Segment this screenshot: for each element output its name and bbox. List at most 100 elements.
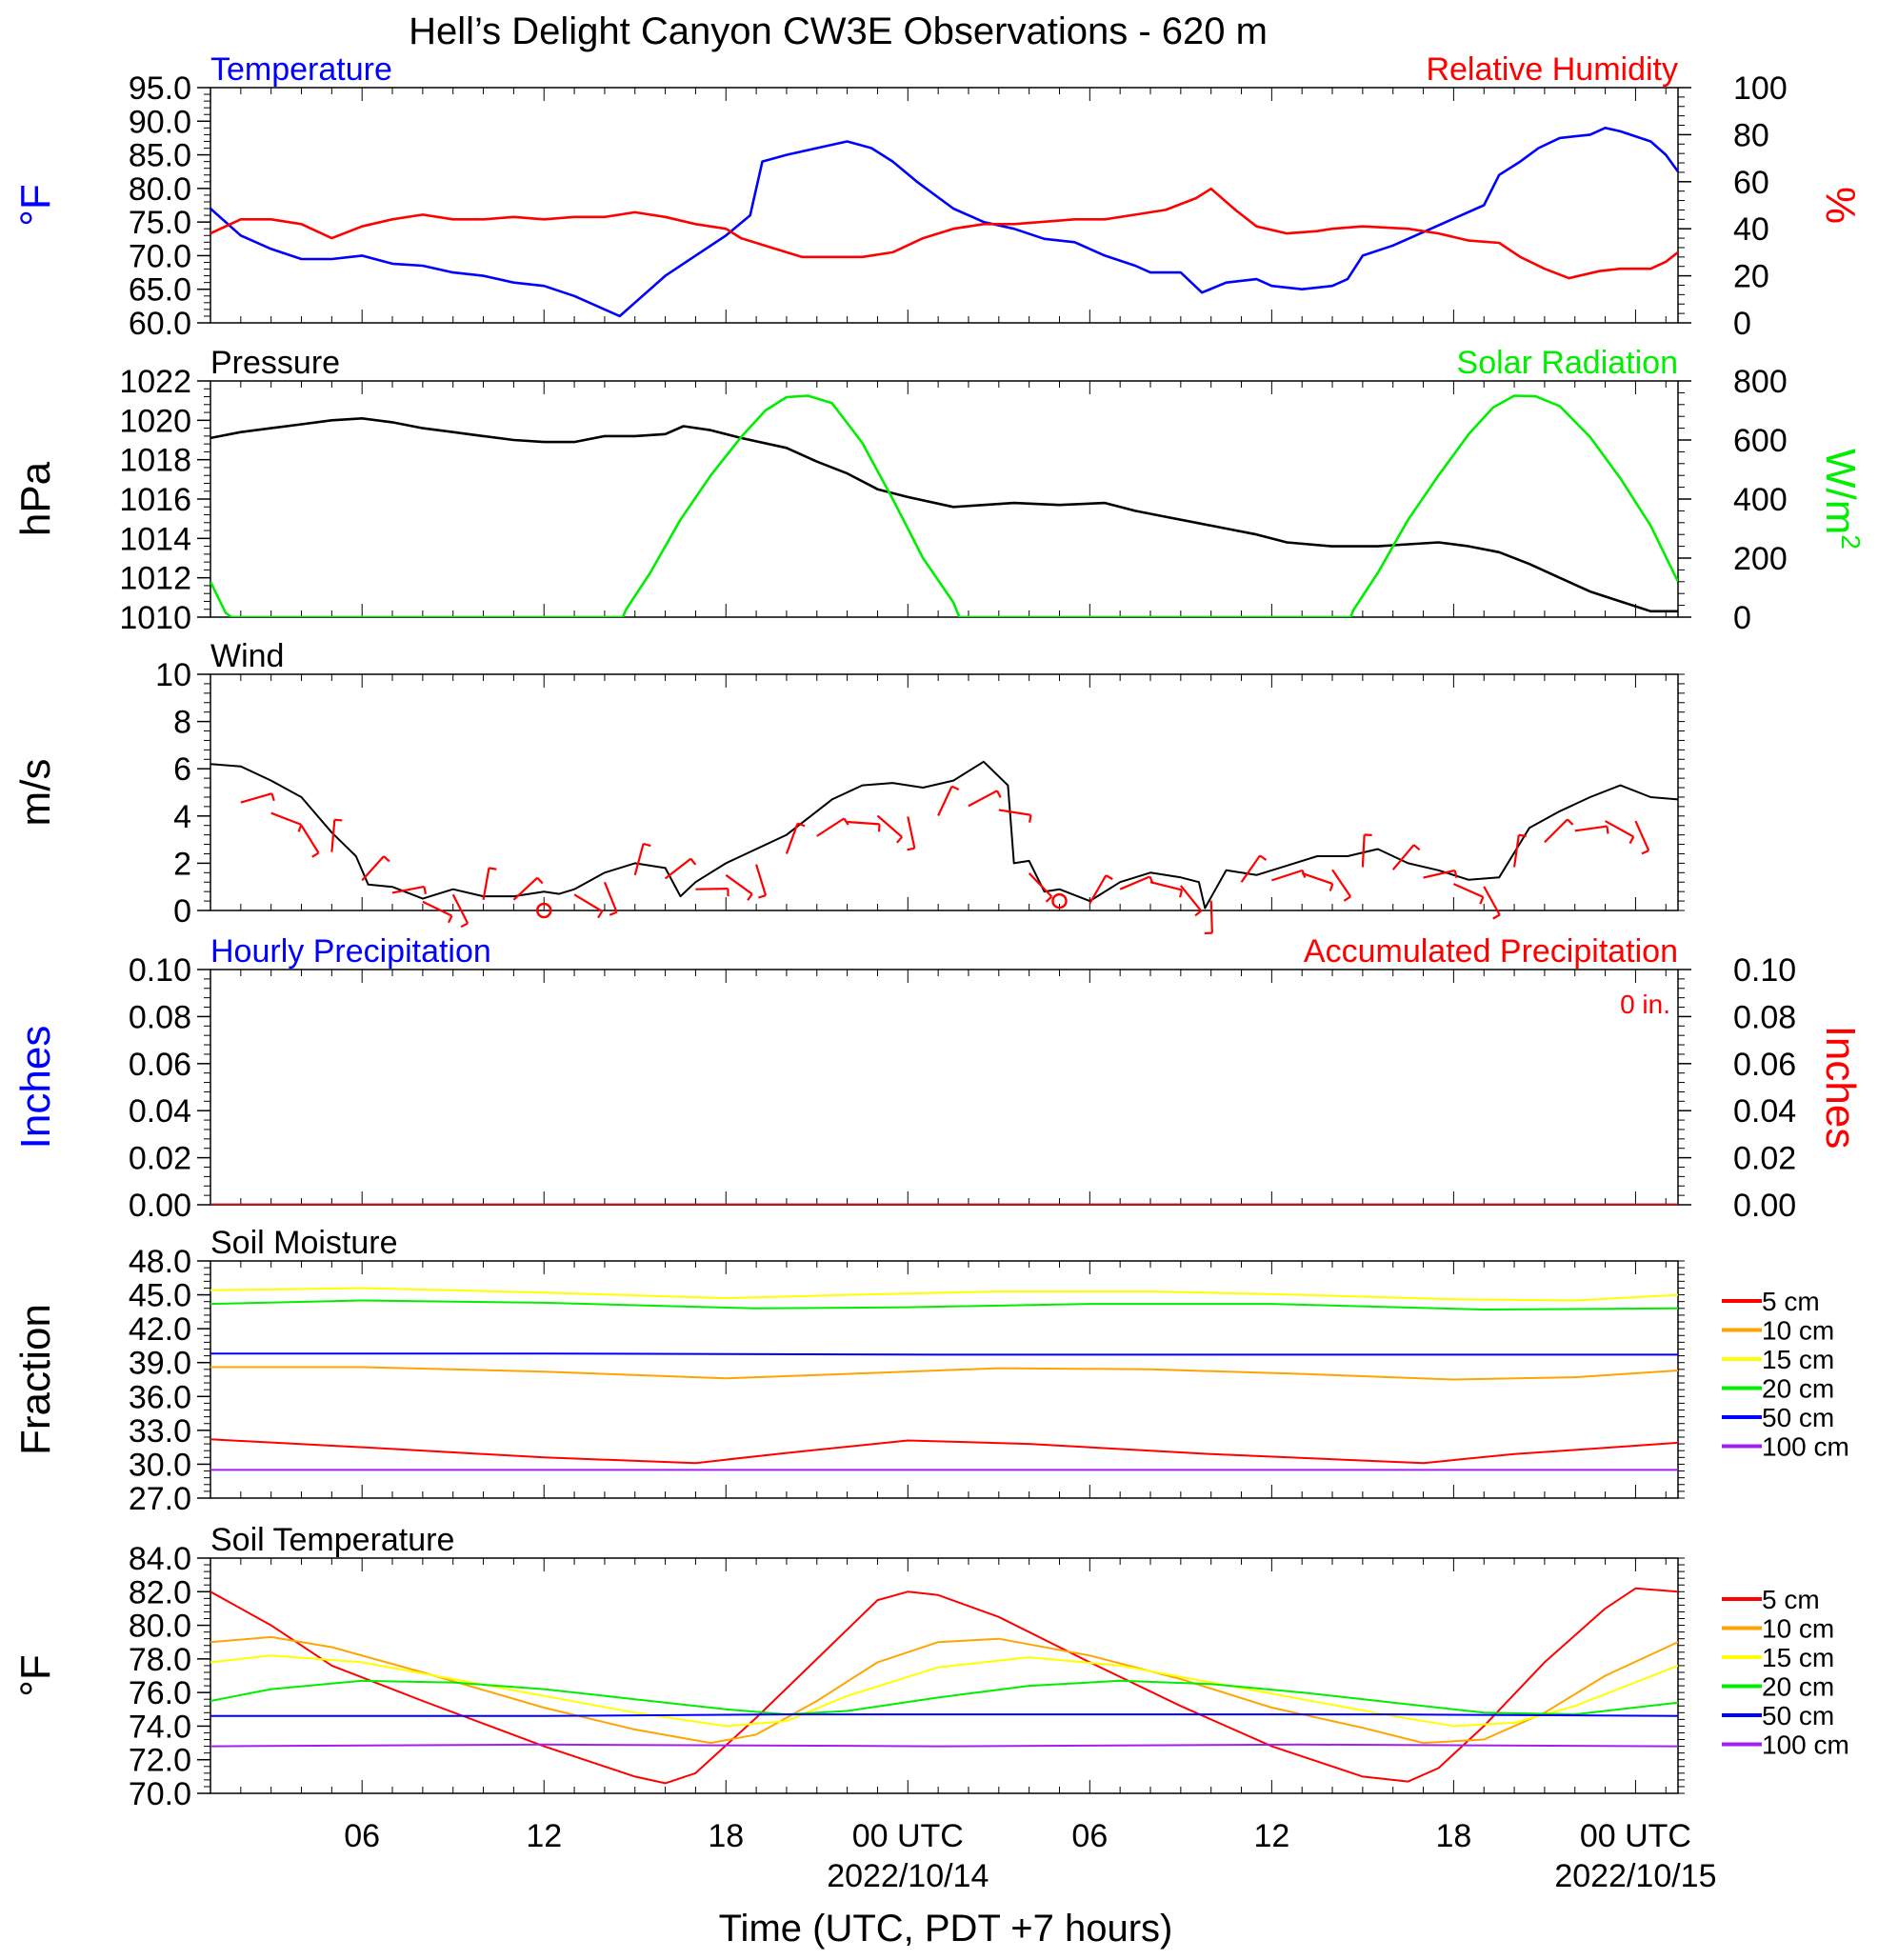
y-right-tick-label: 40 [1733, 211, 1769, 248]
y-right-tick-label: 800 [1733, 364, 1788, 400]
y-right-tick-label: 60 [1733, 165, 1769, 201]
wind-barb [1483, 886, 1501, 916]
panel-title-left: Soil Moisture [210, 1225, 398, 1261]
plot-series [210, 1287, 1678, 1471]
wind-barb-flag [689, 857, 697, 866]
y-tick-label: 1016 [119, 482, 191, 518]
wind-barb-flag [270, 792, 275, 802]
panel-title-right: Accumulated Precipitation [1304, 933, 1678, 970]
wind-barb [391, 885, 425, 894]
wind-barb-flag [1492, 913, 1501, 920]
wind-barb-flag [1178, 890, 1184, 898]
y-tick-label: 0.00 [129, 1188, 191, 1224]
legend-label: 50 cm [1762, 1403, 1834, 1432]
series-line-10-cm [210, 1635, 1678, 1745]
wind-barb [300, 825, 320, 854]
wind-barb [725, 873, 753, 895]
wind-barb [1361, 834, 1366, 868]
plot-series [210, 760, 1678, 910]
y-tick-label: 33.0 [129, 1413, 191, 1450]
wind-barb-flag [907, 847, 915, 851]
wind-barb [1149, 881, 1183, 891]
plot-frame [210, 87, 1679, 324]
y-tick-label: 60.0 [129, 306, 191, 342]
y-axis-label: °F [12, 184, 59, 226]
legend-label: 15 cm [1762, 1643, 1834, 1672]
x-tick-label: 18 [708, 1818, 744, 1854]
y-tick-label: 78.0 [129, 1642, 191, 1678]
wind-barb [1209, 900, 1213, 933]
y-right-tick-label: 200 [1733, 541, 1788, 577]
y-axis-label: m/s [12, 759, 59, 827]
x-tick-label: 00 UTC [1580, 1818, 1691, 1854]
wind-barb-flag [311, 851, 320, 858]
series-line-20-cm [210, 1299, 1678, 1310]
plot-series [210, 1587, 1678, 1785]
wind-barb [907, 816, 916, 849]
legend-label: 10 cm [1762, 1614, 1834, 1644]
wind-barb [1423, 869, 1455, 879]
series-line-5-cm [210, 1438, 1678, 1465]
y-right-tick-label: 0.04 [1733, 1093, 1796, 1130]
wind-barb-flag [951, 785, 960, 791]
wind-barb [270, 811, 302, 826]
y-tick-label: 75.0 [129, 205, 191, 241]
y-tick-label: 0.10 [129, 952, 191, 989]
wind-barb [816, 817, 845, 837]
calm-wind-marker [535, 902, 552, 919]
series-line-wind [210, 760, 1678, 910]
wind-barb-flag [797, 822, 806, 828]
y-tick-label: 82.0 [129, 1574, 191, 1610]
wind-barb [998, 809, 1031, 816]
wind-barb [240, 792, 272, 804]
y-tick-label: 0.08 [129, 999, 191, 1035]
wind-barb [1574, 825, 1608, 832]
wind-barb-flag [447, 915, 453, 924]
wind-barb [876, 814, 903, 838]
wind-barb-flag [1343, 895, 1351, 902]
wind-barb [1240, 854, 1261, 883]
y-right-tick-label: 600 [1733, 423, 1788, 459]
plot-frame [210, 1557, 1679, 1794]
x-tick-label: 06 [1071, 1818, 1108, 1854]
y-right-tick-label: 0 [1733, 306, 1751, 342]
wind-barb [512, 876, 539, 901]
y-tick-label: 0.02 [129, 1141, 191, 1177]
wind-barb-flag [1479, 896, 1485, 905]
wind-barb [573, 893, 603, 912]
panel-soil_temp: 70.072.074.076.078.080.082.084.0 Soil Tem… [12, 1522, 1849, 1812]
wind-barb-flag [597, 910, 604, 919]
y-tick-label: 70.0 [129, 238, 191, 274]
wind-barb-flag [1194, 910, 1202, 917]
chart-title: Hell’s Delight Canyon CW3E Observations … [409, 10, 1268, 52]
plot-series [210, 394, 1678, 617]
y-right-tick-label: 0 [1733, 600, 1751, 636]
wind-barb [1391, 844, 1415, 870]
y-tick-label: 85.0 [129, 138, 191, 174]
wind-barb-flag [1606, 826, 1609, 834]
y-tick-label: 27.0 [129, 1481, 191, 1517]
series-line-50-cm [210, 1352, 1678, 1356]
wind-barb [695, 887, 729, 890]
y-axis-label: Fraction [12, 1304, 59, 1455]
y-right-tick-label: 0.06 [1733, 1047, 1796, 1083]
y-tick-label: 0.06 [129, 1047, 191, 1083]
panel-title-left: Hourly Precipitation [210, 933, 491, 970]
y-tick-label: 48.0 [129, 1244, 191, 1280]
y-right-axis-label: Inches [1817, 1026, 1864, 1150]
unit-superscript: 2 [1836, 534, 1866, 550]
wind-barb-flag [758, 894, 767, 899]
wind-barb-flag [1641, 850, 1649, 855]
legend-label: 10 cm [1762, 1316, 1834, 1346]
wind-barb-flag [1453, 870, 1458, 878]
plot-frame [210, 673, 1679, 911]
series-line-5-cm [210, 1587, 1678, 1785]
y-tick-label: 0 [173, 893, 191, 930]
legend-label: 50 cm [1762, 1701, 1834, 1730]
wind-barb-flag [1029, 814, 1032, 823]
wind-barb [1089, 874, 1108, 905]
legend-label: 5 cm [1762, 1287, 1820, 1316]
x-tick-label: 06 [344, 1818, 380, 1854]
